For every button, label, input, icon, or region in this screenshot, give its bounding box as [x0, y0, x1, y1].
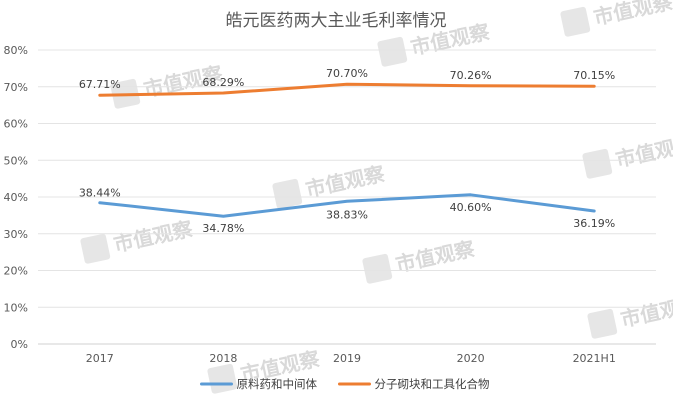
y-tick-label: 20% — [4, 265, 28, 278]
legend-item: 原料药和中间体 — [200, 377, 318, 391]
gridlines — [38, 49, 656, 345]
x-tick-label: 2019 — [333, 352, 361, 365]
data-label: 70.26% — [450, 69, 492, 82]
watermark: 市值观察 — [362, 236, 478, 284]
legend-label: 分子砌块和工具化合物 — [375, 377, 490, 391]
data-label: 68.29% — [202, 76, 244, 89]
watermark: 市值观察 — [587, 291, 673, 339]
watermark-text: 市值观察 — [303, 161, 387, 201]
chart-title: 皓元医药两大主业毛利率情况 — [226, 11, 447, 31]
watermark-text: 市值观察 — [591, 0, 673, 30]
data-labels: 38.44% 34.78% 38.83% 40.60% 36.19% 67.71% 68.2… — [79, 67, 615, 235]
data-label: 38.44% — [79, 187, 121, 200]
watermark: 市值观察 — [560, 0, 673, 37]
legend-label: 原料药和中间体 — [237, 377, 318, 391]
data-label: 36.19% — [573, 217, 615, 230]
y-tick-label: 70% — [4, 81, 28, 94]
y-tick-label: 60% — [4, 118, 28, 131]
x-tick-label: 2021H1 — [573, 352, 616, 365]
x-tick-label: 2017 — [86, 352, 114, 365]
y-tick-label: 80% — [4, 44, 28, 57]
data-label: 70.70% — [326, 67, 368, 80]
y-tick-label: 40% — [4, 191, 28, 204]
watermark-text: 市值观察 — [613, 131, 673, 171]
y-tick-label: 10% — [4, 301, 28, 314]
x-tick-label: 2020 — [457, 352, 485, 365]
x-tick-label: 2018 — [209, 352, 237, 365]
y-tick-label: 50% — [4, 154, 28, 167]
watermark-text: 市值观察 — [111, 216, 195, 256]
legend: 原料药和中间体 分子砌块和工具化合物 — [200, 377, 490, 391]
watermark: 市值观察 — [582, 131, 673, 179]
y-axis-ticks: 0% 10% 20% 30% 40% 50% 60% 70% 80% — [4, 44, 28, 351]
legend-item: 分子砌块和工具化合物 — [338, 377, 490, 391]
data-label: 34.78% — [202, 222, 244, 235]
x-axis-ticks: 2017 2018 2019 2020 2021H1 — [86, 352, 616, 365]
series-lines — [98, 82, 596, 218]
data-label: 70.15% — [573, 69, 615, 82]
watermark-text: 市值观察 — [618, 291, 673, 331]
data-label: 67.71% — [79, 78, 121, 91]
series-line — [98, 82, 596, 97]
y-tick-label: 30% — [4, 228, 28, 241]
watermark: 市值观察 — [80, 216, 196, 264]
data-label: 38.83% — [326, 208, 368, 221]
data-label: 40.60% — [450, 201, 492, 214]
y-tick-label: 0% — [11, 338, 28, 351]
series-line — [98, 193, 596, 218]
